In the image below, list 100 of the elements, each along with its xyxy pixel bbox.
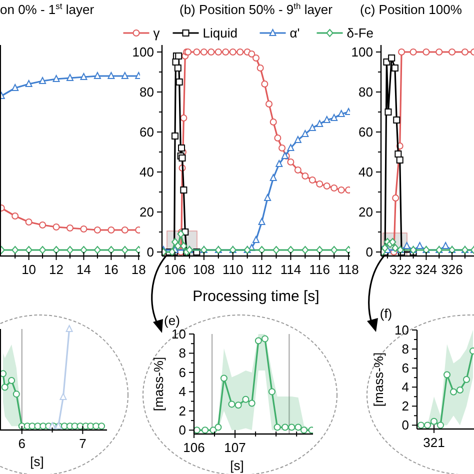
point [60,422,68,430]
point [287,158,294,166]
point [12,212,19,220]
point [175,52,182,60]
y-tick-label: 0 [402,418,409,433]
point [278,144,286,152]
point [174,64,182,72]
point [200,48,208,56]
point [396,156,404,164]
point [261,80,268,88]
y-tick-label: 0 [178,422,186,438]
y-tick-label: 10 [394,322,409,338]
point [208,48,215,56]
point [268,388,276,396]
point [330,184,338,192]
point [403,242,410,249]
point [316,180,324,188]
point [448,48,456,56]
y-tick-label: 8 [402,342,409,357]
point [252,236,260,243]
point [66,224,74,232]
y-tick-label: 10 [172,326,186,342]
point [276,160,283,167]
point [463,376,470,383]
point [214,48,222,56]
point [274,424,281,431]
point [287,144,294,151]
point [60,392,67,400]
y-tick-label: 6 [178,364,186,380]
point [66,74,74,81]
point [94,246,101,254]
point [176,78,183,86]
point [316,246,324,254]
x-tick-label: 14 [76,262,91,277]
point [28,422,36,430]
point [12,246,19,254]
point [25,218,32,226]
y-tick-label: 100 [351,44,373,60]
point [288,424,296,431]
x-tick-label: 114 [280,262,302,277]
point [98,422,106,430]
point [25,246,32,254]
point [94,226,101,234]
y-tick-label: 40 [140,164,154,180]
y-tick-label: 0 [146,244,154,260]
point [52,75,60,82]
x-tick-label: 118 [338,262,359,277]
point [391,64,398,72]
chart-title: (c) Position 100% [360,2,462,17]
point [242,396,250,403]
point [194,426,200,434]
point [252,54,260,62]
point [248,50,256,58]
point [388,54,396,62]
point [294,166,302,174]
point [323,182,330,190]
point [66,246,74,254]
x-tick-label: 321 [423,435,445,450]
point [282,424,289,431]
point [94,72,101,79]
chart-title: on 0% - 1$^{st}$ layer [0,1,95,17]
point [442,242,450,249]
point [174,242,182,250]
point [302,246,309,254]
y-tick-label: 4 [178,384,186,400]
point [258,246,266,254]
point [258,218,266,225]
legend-label: Liquid [202,26,238,40]
point [270,174,277,181]
point [229,48,236,56]
x-tick-label: 7 [79,436,86,451]
x-tick-label: 106 [164,262,186,277]
point [316,120,324,127]
point [8,376,16,384]
x-tick-label: 322 [390,262,412,277]
y-tick-label: 8 [178,346,186,361]
point [71,422,78,430]
point [80,73,88,80]
y-axis-title: [mass-%] [371,352,386,407]
point [456,386,464,394]
point [461,48,468,56]
y-tick-label: 40 [358,164,373,180]
point [108,246,115,254]
point [302,172,309,180]
point [87,422,94,430]
point [264,194,272,201]
x-tick-label: 106 [183,440,205,455]
point [393,116,400,124]
point [178,144,186,152]
point [254,337,262,344]
point [384,108,392,116]
point [338,110,345,117]
point [12,390,20,398]
point [52,246,60,254]
x-tick-label: 324 [415,262,438,277]
point [228,400,236,408]
point [422,48,430,56]
point [1,384,8,391]
point [424,422,431,429]
point [444,371,450,378]
